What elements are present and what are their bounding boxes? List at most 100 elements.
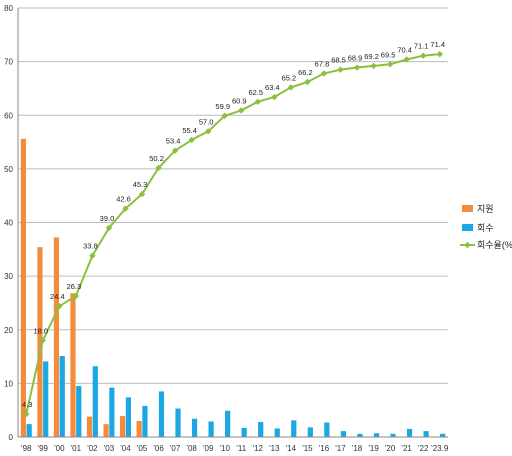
- bar-recovery: [175, 408, 181, 437]
- bar-support: [136, 420, 142, 437]
- recovery-rate-marker: [138, 190, 146, 198]
- recovery-rate-data-label: 65.2: [282, 73, 297, 82]
- y-tick-label: 10: [4, 379, 13, 388]
- recovery-rate-marker: [204, 128, 212, 135]
- y-tick-label: 20: [4, 326, 13, 335]
- bar-recovery: [208, 421, 214, 437]
- bar-recovery: [423, 431, 429, 437]
- y-tick-label: 80: [4, 4, 13, 13]
- x-tick-label: '17: [335, 444, 346, 453]
- x-tick-label: '09: [203, 444, 214, 453]
- bar-recovery: [158, 391, 165, 437]
- recovery-rate-marker: [353, 64, 361, 71]
- recovery-rate-data-label: 71.1: [414, 42, 429, 51]
- bar-recovery: [125, 397, 131, 437]
- bar-recovery: [324, 422, 330, 437]
- recovery-rate-marker: [105, 224, 113, 232]
- y-tick-label: 30: [4, 272, 13, 281]
- y-tick-label: 0: [9, 433, 14, 442]
- x-tick-label: '23.9: [431, 444, 449, 453]
- recovery-rate-line: 4.318.024.426.333.839.042.645.350.253.45…: [22, 40, 445, 418]
- x-tick-label: '03: [104, 444, 115, 453]
- bar-recovery: [357, 433, 363, 437]
- legend-label-recovery: 회수: [477, 223, 494, 233]
- recovery-rate-marker: [287, 84, 295, 91]
- recovery-rate-data-label: 66.2: [298, 68, 313, 77]
- recovery-rate-data-label: 26.3: [67, 282, 82, 291]
- bar-support: [120, 416, 126, 437]
- y-axis: 0 10 20 30 40 50 60 70 80: [4, 4, 19, 442]
- x-tick-label: '08: [186, 444, 197, 453]
- recovery-rate-data-label: 45.3: [133, 180, 148, 189]
- recovery-rate-data-label: 33.8: [83, 242, 98, 251]
- recovery-rate-marker: [436, 50, 443, 58]
- recovery-rate-data-label: 4.3: [22, 400, 32, 409]
- bar-support: [53, 237, 60, 437]
- x-tick-label: '00: [54, 444, 65, 453]
- recovery-rate-marker: [419, 52, 427, 59]
- x-tick-label: '05: [137, 444, 148, 453]
- x-tick-label: '99: [38, 444, 49, 453]
- bar-recovery: [76, 386, 82, 437]
- bar-support: [20, 138, 26, 437]
- recovery-rate-marker: [238, 107, 245, 114]
- y-tick-label: 60: [4, 111, 13, 120]
- recovery-rate-data-label: 67.8: [315, 59, 330, 68]
- x-tick-label: '20: [385, 444, 396, 453]
- recovery-rate-marker: [337, 66, 344, 73]
- recovery-rate-data-label: 68.9: [348, 54, 363, 63]
- x-tick-label: '13: [269, 444, 280, 453]
- recovery-rate-marker: [370, 62, 377, 70]
- bar-recovery: [390, 433, 396, 437]
- bar-support: [70, 293, 76, 437]
- y-tick-label: 50: [4, 165, 13, 174]
- recovery-rate-marker: [72, 292, 80, 300]
- y-tick-label: 70: [4, 58, 13, 67]
- recovery-rate-data-label: 62.5: [249, 88, 264, 97]
- recovery-rate-marker: [39, 337, 47, 344]
- bar-recovery: [59, 356, 65, 437]
- x-tick-label: '15: [302, 444, 313, 453]
- legend-label-recovery-rate: 회수율(%): [477, 240, 512, 250]
- recovery-rate-data-label: 42.6: [116, 195, 131, 204]
- bar-recovery: [92, 366, 98, 437]
- y-tick-label: 40: [4, 219, 13, 228]
- x-tick-label: '16: [319, 444, 330, 453]
- bar-series: [20, 138, 446, 437]
- recovery-rate-data-label: 24.4: [50, 292, 65, 301]
- recovery-rate-marker: [171, 147, 179, 154]
- recovery-rate-data-label: 63.4: [265, 83, 280, 92]
- legend-marker-recovery-rate: [464, 241, 471, 249]
- legend-swatch-support: [462, 205, 473, 212]
- recovery-rate-data-label: 71.4: [430, 40, 445, 49]
- x-axis: '98 '99 '00 '01 '02 '03 '04 '05 '06 '07 '08 '09 '10 '…: [18, 436, 449, 453]
- recovery-rate-data-label: 69.2: [364, 52, 379, 61]
- bar-recovery: [241, 427, 247, 437]
- bar-support: [86, 416, 93, 437]
- recovery-rate-marker: [254, 98, 262, 106]
- bar-recovery: [258, 421, 264, 437]
- recovery-rate-data-label: 53.4: [166, 137, 181, 146]
- legend: 지원 회수 회수율(%): [460, 204, 512, 250]
- bar-recovery: [291, 420, 297, 437]
- recovery-rate-marker: [89, 252, 96, 259]
- recovery-rate-marker: [386, 61, 394, 68]
- recovery-rate-data-label: 70.4: [397, 45, 412, 54]
- recovery-rate-marker: [403, 56, 410, 63]
- recovery-rate-data-label: 60.9: [232, 96, 247, 105]
- bar-recovery: [142, 405, 148, 437]
- recovery-rate-data-label: 59.9: [215, 102, 230, 111]
- bar-recovery: [440, 433, 446, 437]
- bar-recovery: [26, 424, 32, 437]
- x-tick-label: '21: [401, 444, 412, 453]
- bar-recovery: [340, 431, 346, 437]
- bar-recovery: [43, 361, 49, 437]
- recovery-rate-marker: [155, 164, 162, 172]
- recovery-rate-polyline: [25, 53, 440, 415]
- recovery-rate-marker: [56, 302, 63, 310]
- bar-recovery: [406, 428, 413, 437]
- bar-recovery: [225, 410, 231, 437]
- bar-recovery: [274, 428, 280, 437]
- x-tick-label: '98: [21, 444, 32, 453]
- recovery-rate-marker: [320, 70, 328, 77]
